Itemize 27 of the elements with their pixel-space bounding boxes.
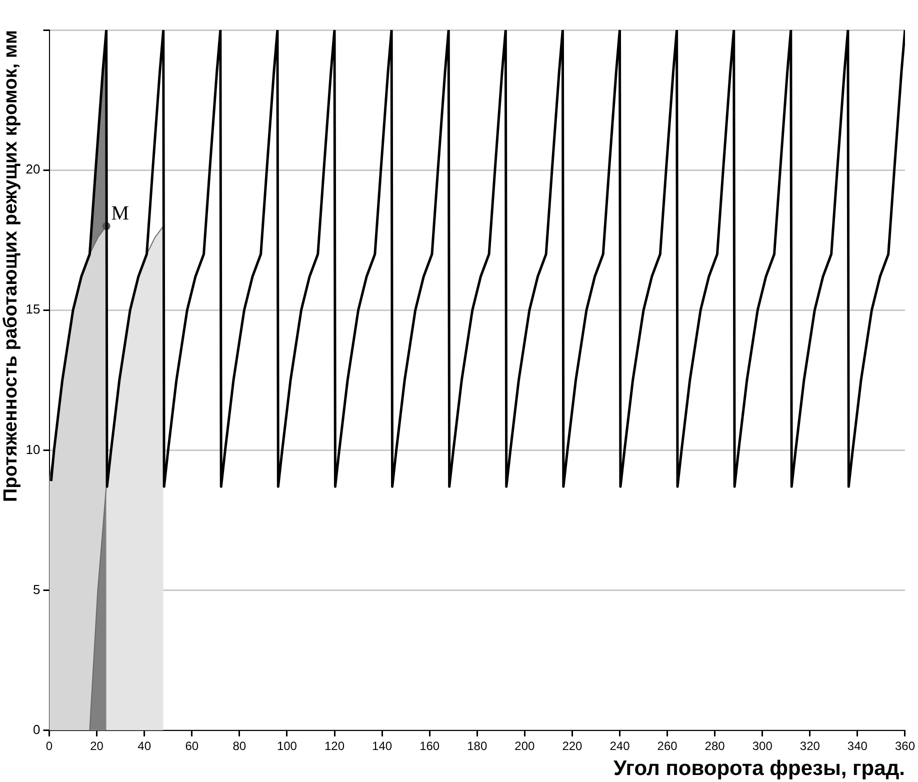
x-tick-label: 100: [276, 738, 298, 753]
x-tick-label: 20: [90, 738, 104, 753]
x-tick-label: 160: [420, 738, 440, 753]
x-tick-label: 0: [46, 738, 53, 753]
x-tick-label: 200: [514, 738, 535, 753]
y-axis-title: Протяженность работающих режущих кромок, мм: [0, 30, 22, 502]
x-tick-label: 360: [894, 738, 916, 753]
y-tick-label: 5: [33, 582, 40, 597]
x-tick-label: 180: [467, 738, 488, 753]
x-tick-label: 260: [657, 738, 678, 753]
y-tick-label: 0: [33, 722, 40, 737]
y-tick-label: 15: [26, 302, 40, 317]
x-tick-label: 220: [562, 738, 583, 753]
y-tick-label: 20: [26, 162, 40, 177]
x-tick-label: 60: [185, 738, 199, 753]
x-tick-label: 320: [800, 738, 820, 753]
x-tick-label: 300: [752, 738, 773, 753]
annotation: M: [111, 202, 130, 224]
x-tick-label: 140: [372, 738, 392, 753]
y-tick-label: 10: [26, 442, 40, 457]
x-axis-title: Угол поворота фрезы, град.: [614, 757, 905, 780]
x-tick-label: 120: [324, 738, 345, 753]
x-tick-label: 340: [847, 738, 868, 753]
x-tick-label: 40: [138, 738, 152, 753]
x-tick-label: 240: [610, 738, 630, 753]
x-tick-label: 80: [232, 738, 246, 753]
x-tick-label: 280: [704, 738, 726, 753]
